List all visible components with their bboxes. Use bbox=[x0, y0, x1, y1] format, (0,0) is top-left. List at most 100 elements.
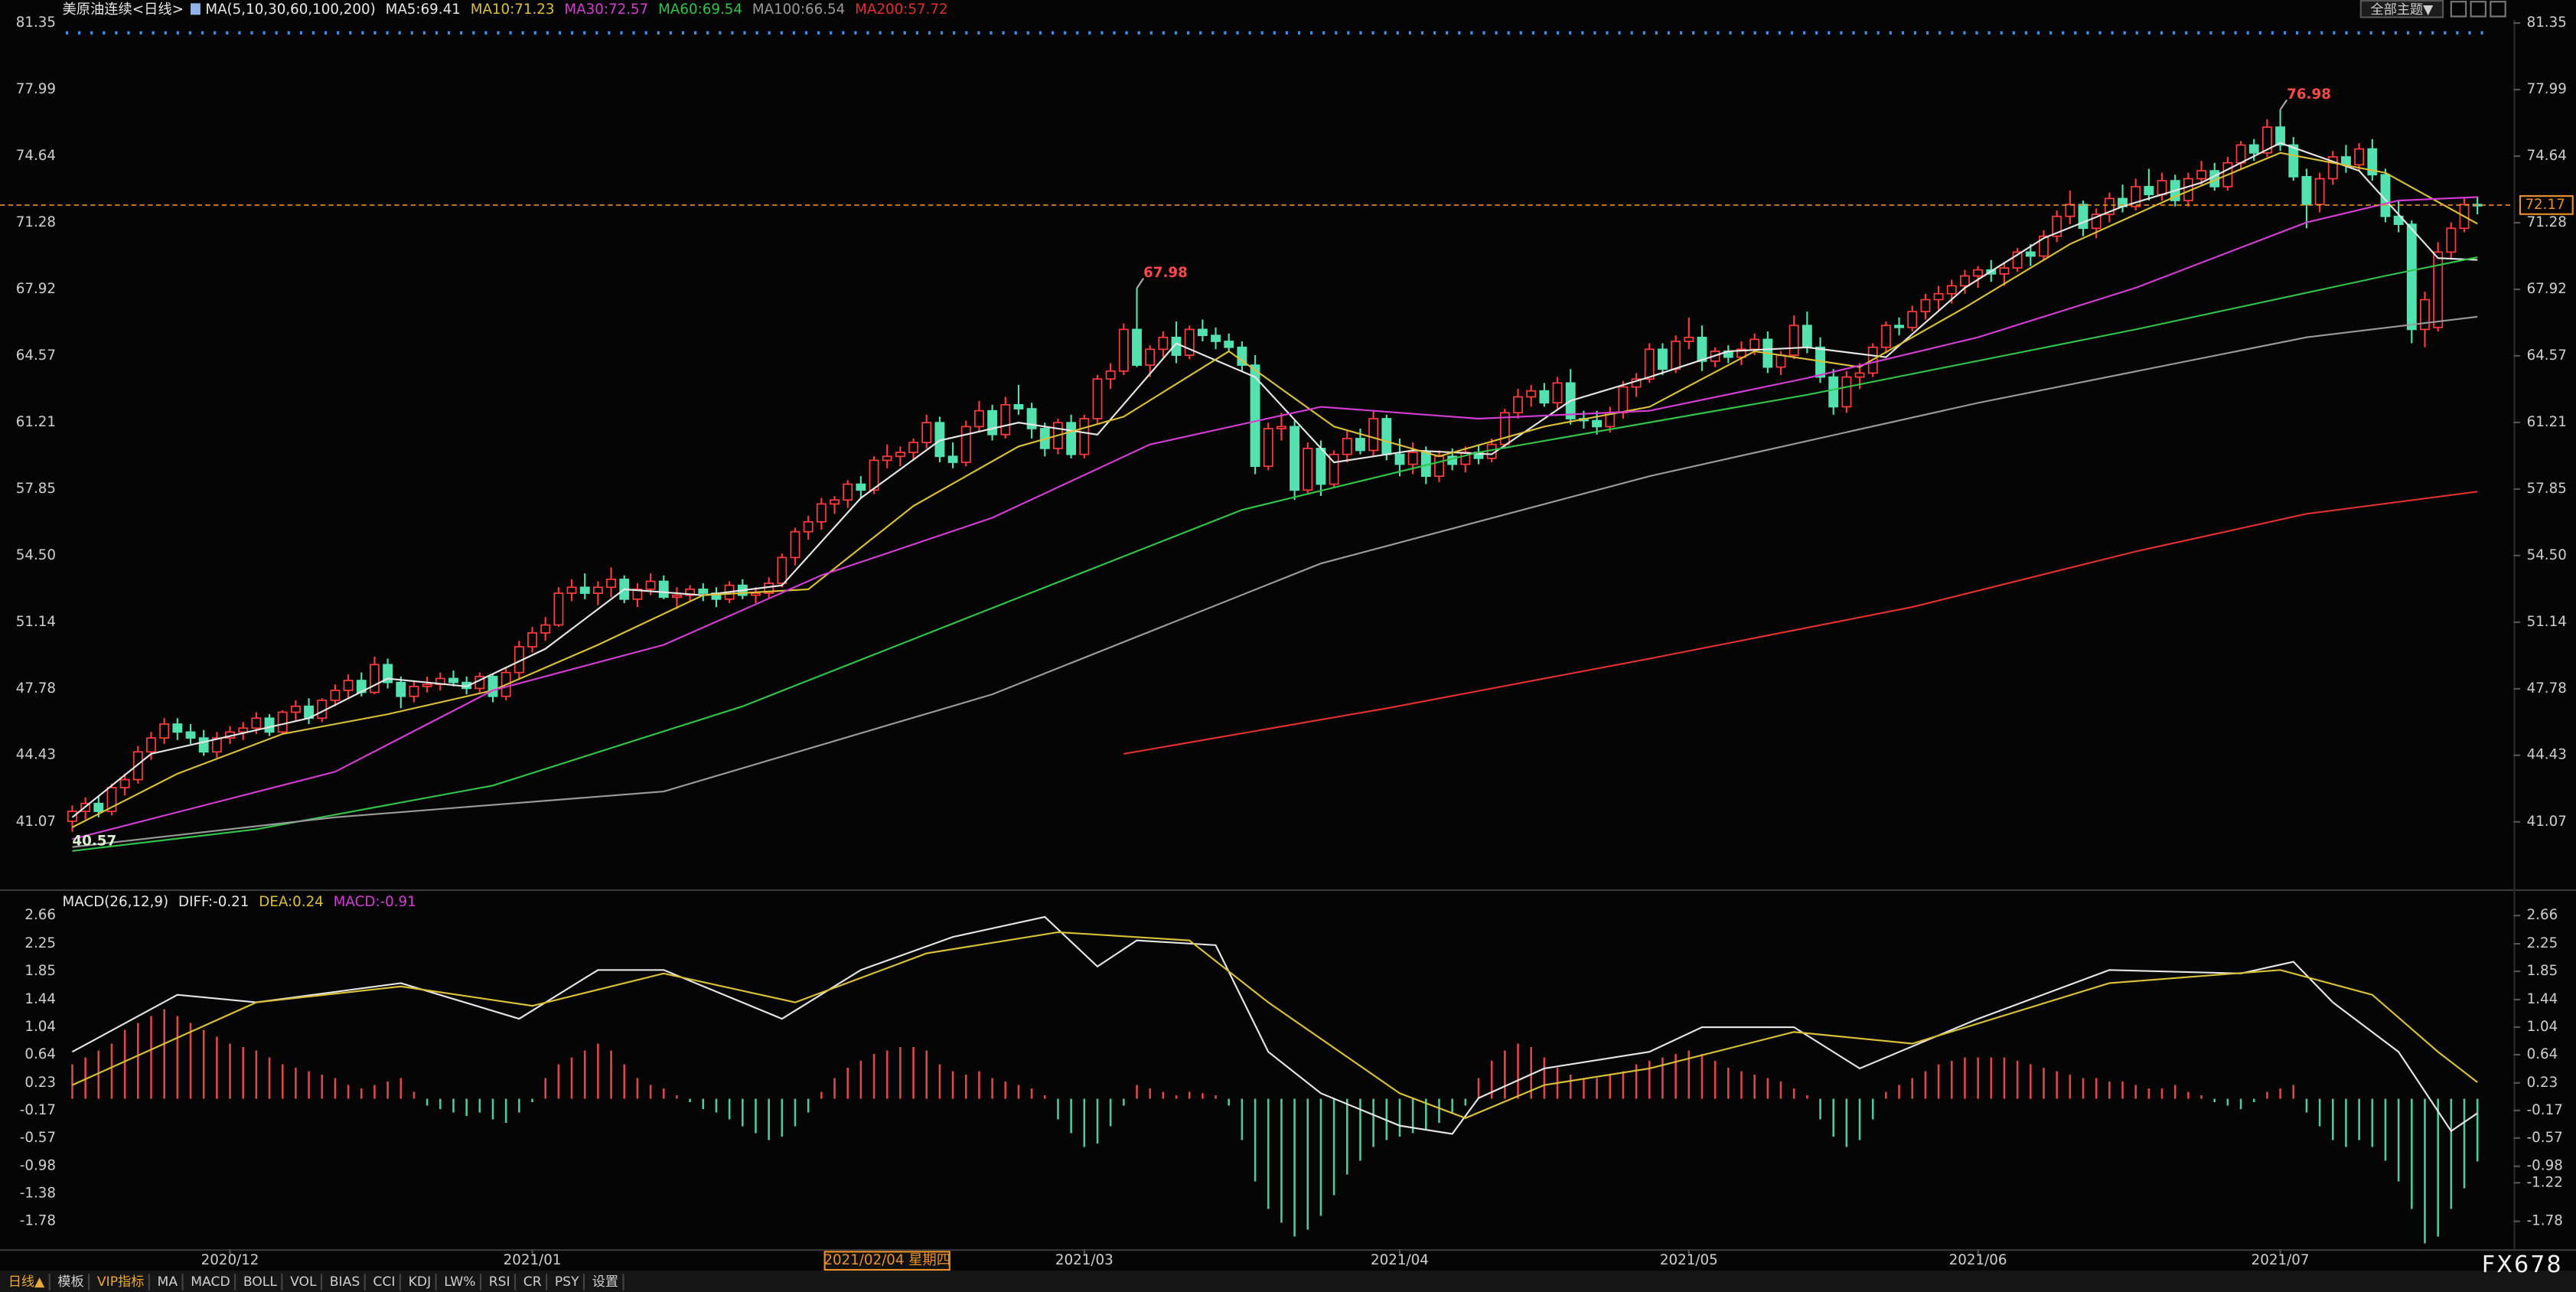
candle-body bbox=[645, 580, 656, 590]
candle-body bbox=[370, 664, 380, 693]
candle-body bbox=[1105, 370, 1116, 380]
candle-body bbox=[2314, 178, 2325, 206]
candle-body bbox=[2406, 223, 2417, 331]
candle-body bbox=[1644, 348, 1655, 380]
window-button[interactable] bbox=[2450, 1, 2467, 18]
candle-body bbox=[132, 751, 143, 781]
candle-body bbox=[2196, 170, 2206, 180]
toolbar-tab[interactable]: 模板 bbox=[57, 1274, 83, 1290]
candle-body bbox=[2367, 148, 2378, 176]
candle-body bbox=[2288, 144, 2299, 178]
legend-entry: MA200:57.72 bbox=[855, 2, 947, 18]
line-series bbox=[72, 196, 2478, 840]
window-button[interactable] bbox=[2470, 1, 2487, 18]
theme-button-label[interactable]: 全部主题▼ bbox=[2371, 2, 2434, 18]
candle-body bbox=[632, 588, 643, 600]
candle-body bbox=[2025, 251, 2036, 257]
candle-body bbox=[2091, 214, 2102, 230]
candle-body bbox=[448, 677, 458, 684]
toolbar-tab[interactable]: RSI bbox=[489, 1274, 510, 1290]
candle-body bbox=[895, 452, 905, 458]
y-tick-label: 51.14 bbox=[16, 614, 56, 630]
y-tick-label: 1.44 bbox=[2527, 991, 2558, 1007]
candle-body bbox=[553, 592, 564, 626]
candle-body bbox=[159, 723, 170, 739]
candle-body bbox=[1789, 325, 1799, 356]
candle-body bbox=[803, 520, 814, 533]
toolbar-tab[interactable]: PSY bbox=[555, 1274, 579, 1290]
y-tick-label: -0.57 bbox=[20, 1130, 56, 1146]
candle-body bbox=[1250, 364, 1260, 468]
candle-body bbox=[1552, 382, 1563, 404]
candle-body bbox=[211, 737, 222, 753]
watermark: FX678 bbox=[2482, 1251, 2563, 1278]
y-tick-label: 61.21 bbox=[2527, 414, 2567, 430]
x-tick-label: 2021/03 bbox=[1055, 1252, 1114, 1268]
toolbar-tab[interactable]: BIAS bbox=[330, 1274, 360, 1290]
y-tick-label: -1.38 bbox=[20, 1186, 56, 1202]
candle-body bbox=[1316, 448, 1326, 485]
candle-body bbox=[592, 586, 603, 594]
y-tick-label: 81.35 bbox=[2527, 15, 2567, 31]
legend-entry: MA5:69.41 bbox=[386, 2, 461, 18]
candle-body bbox=[185, 731, 196, 739]
y-tick-label: 0.23 bbox=[24, 1075, 56, 1091]
window-button[interactable] bbox=[2490, 1, 2506, 18]
candle-body bbox=[1539, 390, 1550, 404]
candle-body bbox=[1066, 422, 1077, 455]
theme-button[interactable] bbox=[2359, 0, 2444, 18]
candle-body bbox=[1513, 396, 1523, 414]
y-tick-label: 47.78 bbox=[2527, 680, 2567, 697]
candle-body bbox=[2144, 185, 2154, 196]
toolbar-tab[interactable]: 设置 bbox=[592, 1274, 618, 1290]
candle-body bbox=[1802, 325, 1812, 348]
y-tick-label: -0.17 bbox=[2527, 1102, 2563, 1118]
candle-body bbox=[2261, 126, 2272, 154]
candle-body bbox=[2157, 180, 2167, 196]
candle-body bbox=[198, 737, 209, 753]
high-label: 76.98 bbox=[2287, 86, 2331, 103]
candle-body bbox=[1013, 404, 1024, 409]
candle-body bbox=[277, 711, 288, 733]
candle-body bbox=[947, 455, 958, 463]
line-series bbox=[72, 315, 2478, 848]
candle-body bbox=[1211, 334, 1221, 342]
candle-body bbox=[1658, 348, 1668, 370]
candle-body bbox=[830, 499, 840, 505]
high-label: 67.98 bbox=[1143, 265, 1188, 281]
toolbar-tab[interactable]: BOLL bbox=[243, 1274, 278, 1290]
toolbar-tab[interactable]: CCI bbox=[373, 1274, 395, 1290]
candle-body bbox=[146, 737, 156, 753]
toolbar-tab[interactable]: CR bbox=[523, 1274, 542, 1290]
y-tick-label: 74.64 bbox=[16, 148, 56, 164]
y-tick-label: 44.43 bbox=[16, 747, 56, 763]
y-tick-label: 71.28 bbox=[2527, 214, 2567, 230]
candle-body bbox=[2275, 126, 2286, 146]
candle-body bbox=[790, 530, 801, 559]
toolbar-tab[interactable]: LW% bbox=[444, 1274, 475, 1290]
candle-body bbox=[960, 426, 971, 463]
candle-body bbox=[2065, 204, 2075, 217]
candle-body bbox=[1880, 325, 1891, 348]
candle-body bbox=[2078, 204, 2089, 230]
last-price-label: 72.17 bbox=[2525, 197, 2565, 213]
toolbar-tab[interactable]: 日线▲ bbox=[8, 1274, 45, 1290]
x-tick-label: 2020/12 bbox=[201, 1252, 259, 1268]
toolbar-tab[interactable]: MACD bbox=[191, 1274, 230, 1290]
macd-title: MACD(26,12,9) bbox=[63, 894, 169, 910]
candle-body bbox=[1132, 328, 1142, 366]
candle-body bbox=[856, 483, 866, 491]
y-tick-label: 1.04 bbox=[24, 1019, 56, 1035]
candle-body bbox=[487, 675, 498, 697]
toolbar-tab[interactable]: KDJ bbox=[409, 1274, 432, 1290]
y-tick-label: 61.21 bbox=[16, 414, 56, 430]
legend-entry: DIFF:-0.21 bbox=[178, 894, 249, 910]
toolbar-tab[interactable]: VIP指标 bbox=[97, 1274, 144, 1290]
y-tick-label: -0.17 bbox=[20, 1102, 56, 1118]
toolbar-tab[interactable]: MA bbox=[158, 1274, 178, 1290]
candle-body bbox=[1355, 438, 1365, 452]
candle-body bbox=[1671, 341, 1681, 370]
candle-body bbox=[816, 503, 827, 523]
candle-body bbox=[2039, 235, 2049, 257]
toolbar-tab[interactable]: VOL bbox=[290, 1274, 317, 1290]
